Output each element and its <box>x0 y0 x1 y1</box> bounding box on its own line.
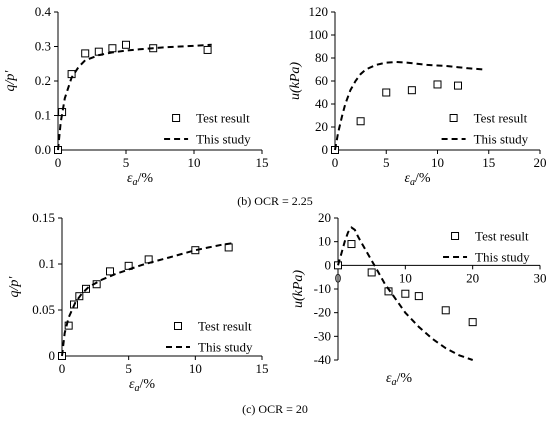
x-tick-label: 15 <box>482 155 495 170</box>
x-tick-label: 30 <box>534 270 547 285</box>
legend-label: This study <box>196 132 251 147</box>
x-axis-label: εa/% <box>129 377 155 394</box>
legend-swatch-marker <box>172 114 181 122</box>
y-tick-label: 0 <box>325 257 332 272</box>
y-tick-label: 10 <box>318 234 331 249</box>
x-tick-label: 5 <box>383 155 390 170</box>
y-tick-label: 20 <box>315 119 328 134</box>
data-point-test-result <box>64 321 73 330</box>
x-tick-label: 20 <box>466 270 479 285</box>
legend-label: Test result <box>474 111 528 126</box>
data-point-test-result <box>441 306 450 315</box>
data-point-test-result <box>347 240 356 249</box>
legend-label: Test result <box>196 111 250 126</box>
y-tick-label: 60 <box>315 73 328 88</box>
chart-c-right: 0 10 20 30 -40 -30 -20 -10 0 10 20 u(kPa) εa/% Test r… <box>291 210 547 388</box>
legend-swatch-marker <box>451 232 460 240</box>
y-tick-label: 0.4 <box>35 4 52 19</box>
y-tick-label: 100 <box>309 27 329 42</box>
y-axis-label: q/p' <box>7 276 22 298</box>
y-tick-label: 0.15 <box>32 210 55 225</box>
chart-c-left: 0 5 10 15 0 0.05 0.1 0.15 q/p' εa/% Test result Thi… <box>7 210 269 394</box>
x-tick-label: 5 <box>123 155 130 170</box>
x-tick-label: 10 <box>431 155 444 170</box>
y-tick-label: 40 <box>315 96 328 111</box>
y-tick-label: 80 <box>315 50 328 65</box>
x-axis-label: εa/% <box>404 171 430 188</box>
chart-b-left: 0 5 10 15 0.0 0.1 0.2 0.3 0.4 q/p' εa/% Test result… <box>3 4 269 188</box>
data-point-test-result <box>203 45 212 54</box>
y-tick-label: 0.1 <box>35 108 51 123</box>
legend-label: This study <box>198 340 253 355</box>
data-point-test-result <box>414 292 423 301</box>
y-axis-label: q/p' <box>3 70 18 92</box>
x-tick-label: 15 <box>256 361 269 376</box>
x-tick-label: 10 <box>399 270 412 285</box>
data-point-test-result <box>382 88 391 97</box>
data-point-test-result <box>367 268 376 277</box>
y-tick-label: -30 <box>314 328 331 343</box>
series-line-this-study <box>61 241 236 357</box>
series-line-this-study <box>334 60 484 151</box>
y-axis-label: u(kPa) <box>291 270 306 308</box>
data-point-test-result <box>106 267 114 276</box>
x-tick-label: 5 <box>125 361 132 376</box>
chart-b-right: 0 5 10 15 20 0 20 40 60 80 100 120 u(kPa) εa/% Test re… <box>288 4 547 188</box>
legend-label: This study <box>475 250 530 265</box>
y-tick-label: -20 <box>314 305 331 320</box>
x-tick-label: 0 <box>55 155 62 170</box>
y-tick-label: -40 <box>314 352 331 367</box>
caption-b: (b) OCR = 2.25 <box>237 194 312 208</box>
x-tick-label: 10 <box>188 155 201 170</box>
data-point-test-result <box>108 44 117 53</box>
y-tick-label: -10 <box>314 281 331 296</box>
x-tick-label: 0 <box>59 361 66 376</box>
data-point-test-result <box>433 80 442 89</box>
legend-swatch-marker <box>449 114 458 122</box>
y-tick-label: 0.0 <box>35 142 51 157</box>
y-tick-label: 0 <box>322 142 329 157</box>
data-point-test-result <box>407 86 416 95</box>
data-point-test-result <box>356 117 365 126</box>
y-tick-label: 0.1 <box>39 256 55 271</box>
series-line-this-study <box>57 43 212 151</box>
x-axis-label: εa/% <box>127 171 153 188</box>
legend-label: Test result <box>198 319 252 334</box>
x-tick-label: 15 <box>256 155 269 170</box>
x-tick-label: 10 <box>189 361 202 376</box>
y-tick-label: 0.3 <box>35 39 51 54</box>
y-tick-label: 0.05 <box>32 302 55 317</box>
x-axis-label: εa/% <box>386 371 412 388</box>
y-tick-label: 20 <box>318 210 331 225</box>
legend-label: This study <box>474 132 529 147</box>
x-tick-label: 0 <box>335 270 342 285</box>
panels: 0 5 10 15 0.0 0.1 0.2 0.3 0.4 q/p' εa/% Test result… <box>3 4 547 394</box>
data-point-test-result <box>468 318 477 327</box>
y-tick-label: 0 <box>49 348 56 363</box>
series-line-this-study <box>337 226 474 361</box>
data-point-test-result <box>454 81 462 90</box>
data-point-test-result <box>81 49 90 58</box>
data-point-test-result <box>124 261 133 270</box>
x-tick-label: 0 <box>332 155 339 170</box>
y-tick-label: 120 <box>309 4 329 19</box>
data-point-test-result <box>401 289 410 298</box>
y-axis-label: u(kPa) <box>288 62 303 100</box>
legend-label: Test result <box>475 229 529 244</box>
x-tick-label: 20 <box>534 155 547 170</box>
y-tick-label: 0.2 <box>35 73 51 88</box>
data-point-test-result <box>122 40 130 49</box>
caption-c: (c) OCR = 20 <box>242 402 308 416</box>
legend-swatch-marker <box>174 322 182 330</box>
